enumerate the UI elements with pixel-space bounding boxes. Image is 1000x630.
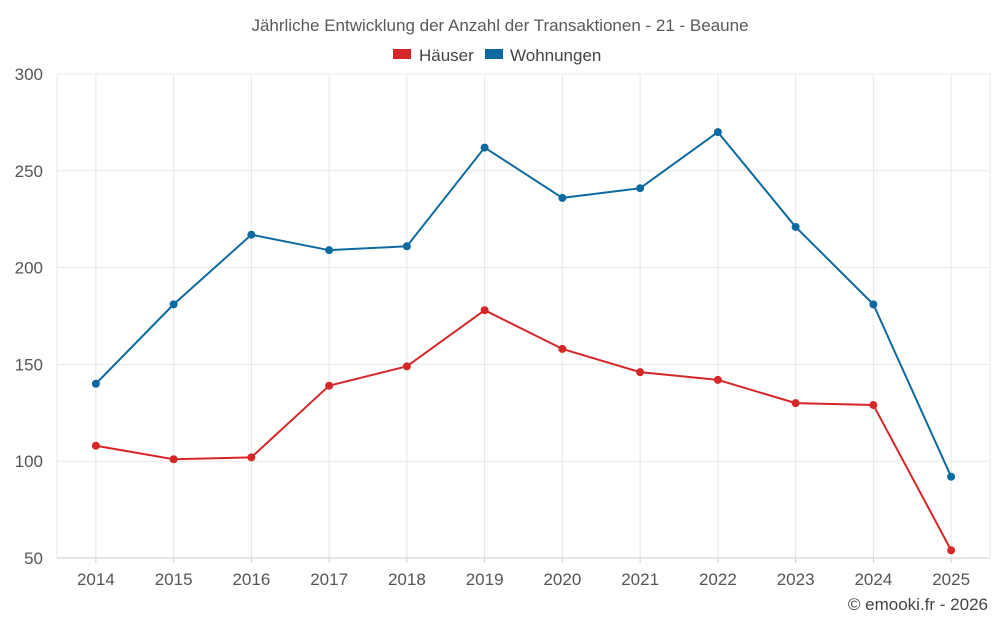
data-point-wohnungen — [791, 222, 800, 231]
legend-label-haeuser: Häuser — [419, 46, 474, 65]
data-point-wohnungen — [402, 242, 411, 251]
data-point-haeuser — [247, 453, 256, 462]
axis-layer: 50 100 150 200 250 300 2014 2015 2016 2017 2018 201… — [15, 65, 990, 589]
data-point-wohnungen — [480, 143, 489, 152]
data-point-haeuser — [869, 401, 878, 410]
y-tick-label: 250 — [15, 162, 43, 181]
x-tick-label: 2016 — [232, 570, 270, 589]
data-point-haeuser — [713, 375, 722, 384]
data-point-wohnungen — [169, 300, 178, 309]
chart-legend: Häuser Wohnungen — [393, 46, 601, 65]
x-tick-label: 2023 — [777, 570, 815, 589]
data-point-haeuser — [636, 368, 645, 377]
data-point-haeuser — [402, 362, 411, 371]
x-tick-label: 2014 — [77, 570, 115, 589]
data-point-wohnungen — [869, 300, 878, 309]
y-tick-label: 100 — [15, 452, 43, 471]
data-point-wohnungen — [247, 230, 256, 239]
series-layer — [95, 131, 953, 551]
y-tick-label: 150 — [15, 355, 43, 374]
y-tick-label: 200 — [15, 259, 43, 278]
x-tick-label: 2017 — [310, 570, 348, 589]
data-point-haeuser — [947, 546, 956, 555]
x-tick-label: 2022 — [699, 570, 737, 589]
data-point-haeuser — [91, 441, 100, 450]
y-tick-label: 300 — [15, 65, 43, 84]
y-tick-label: 50 — [24, 549, 43, 568]
legend-swatch-haeuser — [393, 49, 411, 59]
x-tick-label: 2021 — [621, 570, 659, 589]
x-tick-label: 2020 — [543, 570, 581, 589]
legend-swatch-wohnungen — [485, 49, 503, 59]
data-point-haeuser — [325, 381, 334, 390]
data-point-haeuser — [791, 399, 800, 408]
x-tick-label: 2019 — [466, 570, 504, 589]
series-line-wohnungen — [95, 131, 953, 478]
data-point-wohnungen — [636, 184, 645, 193]
x-tick-label: 2018 — [388, 570, 426, 589]
data-point-haeuser — [169, 455, 178, 464]
data-point-haeuser — [558, 344, 567, 353]
data-point-wohnungen — [713, 128, 722, 137]
data-point-wohnungen — [91, 379, 100, 388]
grid-layer — [56, 73, 991, 558]
x-tick-label: 2024 — [854, 570, 892, 589]
credit-text: © emooki.fr - 2026 — [848, 595, 988, 614]
data-point-wohnungen — [947, 472, 956, 481]
x-tick-label: 2025 — [932, 570, 970, 589]
points-layer — [91, 128, 956, 555]
data-point-wohnungen — [558, 193, 567, 202]
series-line-haeuser — [95, 309, 953, 551]
data-point-haeuser — [480, 306, 489, 315]
legend-label-wohnungen: Wohnungen — [510, 46, 601, 65]
data-point-wohnungen — [325, 246, 334, 255]
x-tick-label: 2015 — [155, 570, 193, 589]
chart-title: Jährliche Entwicklung der Anzahl der Tra… — [251, 16, 748, 35]
